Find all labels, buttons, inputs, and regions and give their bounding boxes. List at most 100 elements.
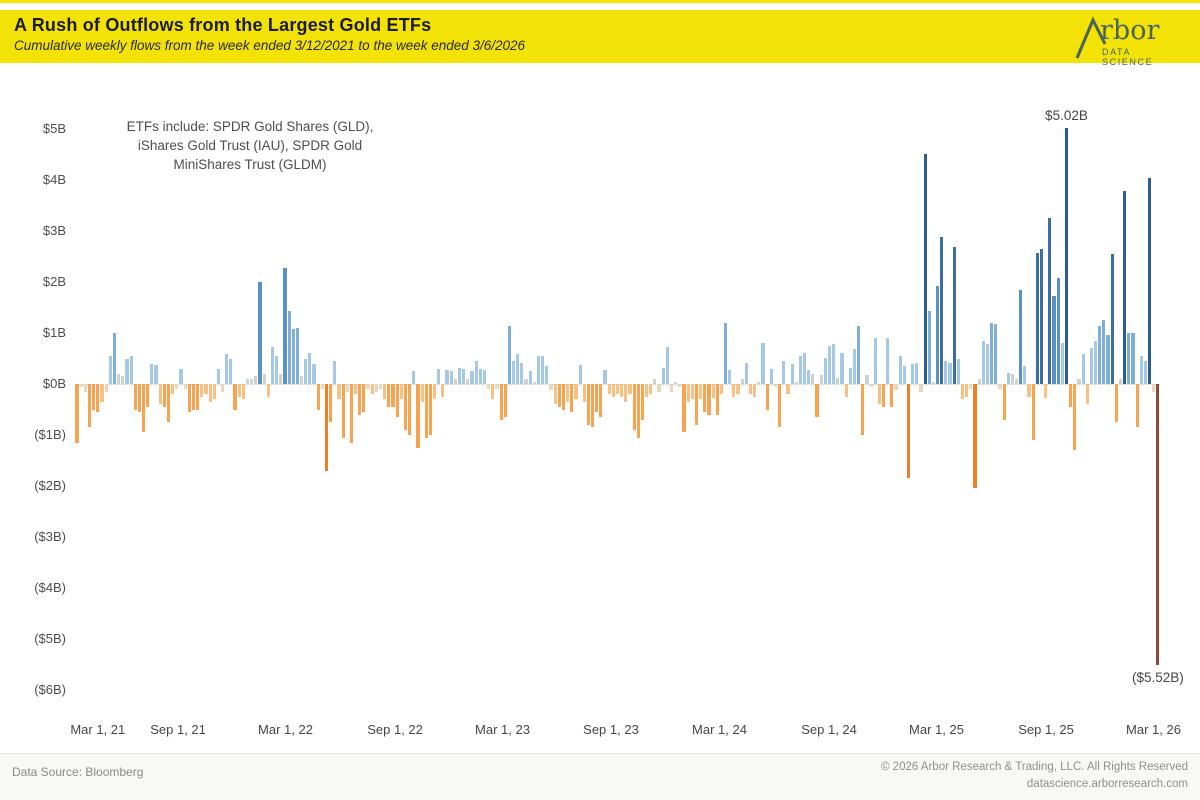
flow-bar[interactable] [329, 384, 333, 423]
flow-bar[interactable] [449, 371, 453, 385]
flow-bar[interactable] [108, 355, 112, 385]
flow-bar[interactable] [798, 356, 802, 385]
flow-bar[interactable] [603, 369, 607, 385]
flow-bar[interactable] [117, 373, 121, 385]
flow-bar[interactable] [728, 369, 732, 385]
flow-bar[interactable] [511, 361, 516, 385]
flow-bar[interactable] [275, 356, 279, 385]
flow-bar[interactable] [811, 373, 815, 385]
flow-bar[interactable] [354, 384, 358, 395]
flow-bar[interactable] [341, 384, 345, 438]
flow-bar[interactable] [358, 384, 362, 415]
flow-bar[interactable] [216, 368, 220, 385]
flow-bar[interactable] [686, 384, 690, 402]
flow-bar[interactable] [362, 384, 366, 413]
flow-bar[interactable] [1031, 384, 1035, 441]
flow-bar[interactable] [536, 356, 541, 385]
flow-bar[interactable] [320, 384, 324, 390]
flow-bar[interactable] [902, 366, 906, 385]
flow-bar[interactable] [761, 343, 765, 385]
flow-bar[interactable] [819, 374, 823, 385]
flow-bar[interactable] [349, 384, 354, 443]
flow-bar[interactable] [1019, 289, 1023, 385]
flow-bar[interactable] [969, 384, 973, 390]
flow-bar[interactable] [1081, 353, 1085, 385]
flow-bar[interactable] [657, 384, 661, 392]
flow-bar[interactable] [827, 345, 832, 385]
flow-bar[interactable] [611, 384, 615, 397]
flow-bar[interactable] [998, 384, 1002, 390]
flow-bar[interactable] [125, 358, 129, 385]
flow-bar[interactable] [832, 344, 836, 385]
flow-bar[interactable] [175, 384, 179, 390]
flow-bar[interactable] [370, 384, 374, 395]
flow-bar[interactable] [578, 364, 582, 385]
flow-bar[interactable] [707, 384, 711, 415]
flow-bar[interactable] [225, 353, 229, 385]
flow-bar[interactable] [1102, 320, 1106, 385]
flow-bar[interactable] [570, 384, 574, 413]
flow-bar[interactable] [1135, 384, 1139, 428]
flow-bar[interactable] [574, 384, 578, 400]
flow-bar[interactable] [890, 384, 894, 407]
flow-bar[interactable] [83, 384, 87, 392]
flow-bar[interactable] [212, 384, 216, 400]
flow-bar[interactable] [711, 384, 715, 399]
flow-bar[interactable] [142, 384, 146, 433]
flow-bar[interactable] [495, 384, 499, 390]
flow-bar[interactable] [778, 384, 782, 428]
flow-bar[interactable] [1069, 384, 1073, 407]
flow-bar[interactable] [1106, 335, 1110, 385]
flow-bar[interactable] [836, 377, 840, 385]
flow-bar[interactable] [324, 384, 329, 471]
flow-bar[interactable] [391, 384, 395, 407]
flow-bar[interactable] [545, 366, 549, 385]
flow-bar[interactable] [366, 384, 370, 390]
flow-bar[interactable] [1114, 384, 1118, 423]
flow-bar[interactable] [669, 384, 674, 392]
flow-bar[interactable] [503, 384, 507, 418]
flow-bar[interactable] [532, 381, 536, 385]
flow-bar[interactable] [561, 384, 566, 410]
flow-bar[interactable] [453, 378, 457, 385]
flow-bar[interactable] [100, 384, 104, 402]
flow-bar[interactable] [977, 378, 981, 385]
flow-bar[interactable] [1148, 177, 1152, 385]
flow-bar[interactable] [823, 357, 827, 385]
flow-bar[interactable] [158, 384, 162, 405]
flow-bar[interactable] [1123, 190, 1127, 385]
flow-bar[interactable] [873, 338, 877, 385]
flow-bar[interactable] [769, 368, 773, 385]
flow-bar[interactable] [628, 384, 632, 395]
flow-bar[interactable] [682, 384, 686, 433]
flow-bar[interactable] [162, 384, 166, 407]
flow-bar[interactable] [952, 247, 956, 385]
flow-bar[interactable] [1006, 372, 1010, 385]
flow-bar[interactable] [877, 384, 881, 405]
flow-bar[interactable] [133, 384, 137, 410]
flow-bar[interactable] [748, 384, 753, 395]
flow-bar[interactable] [250, 378, 254, 385]
flow-bar[interactable] [590, 384, 595, 428]
flow-bar[interactable] [757, 381, 761, 385]
flow-bar[interactable] [262, 373, 266, 385]
flow-bar[interactable] [233, 384, 237, 410]
flow-bar[interactable] [1002, 384, 1006, 420]
flow-bar[interactable] [802, 352, 807, 385]
flow-bar[interactable] [1064, 128, 1069, 385]
flow-bar[interactable] [973, 384, 977, 489]
flow-bar[interactable] [898, 356, 902, 385]
flow-bar[interactable] [1127, 333, 1131, 385]
flow-bar[interactable] [906, 384, 911, 479]
flow-bar[interactable] [166, 384, 171, 423]
flow-bar[interactable] [254, 376, 258, 385]
flow-bar[interactable] [428, 384, 432, 435]
flow-bar[interactable] [337, 384, 341, 400]
flow-bar[interactable] [599, 384, 603, 418]
flow-bar[interactable] [112, 332, 117, 385]
flow-bar[interactable] [994, 323, 998, 385]
flow-bar[interactable] [582, 384, 586, 402]
flow-bar[interactable] [773, 384, 778, 387]
flow-bar[interactable] [241, 384, 245, 400]
flow-bar[interactable] [308, 352, 312, 385]
